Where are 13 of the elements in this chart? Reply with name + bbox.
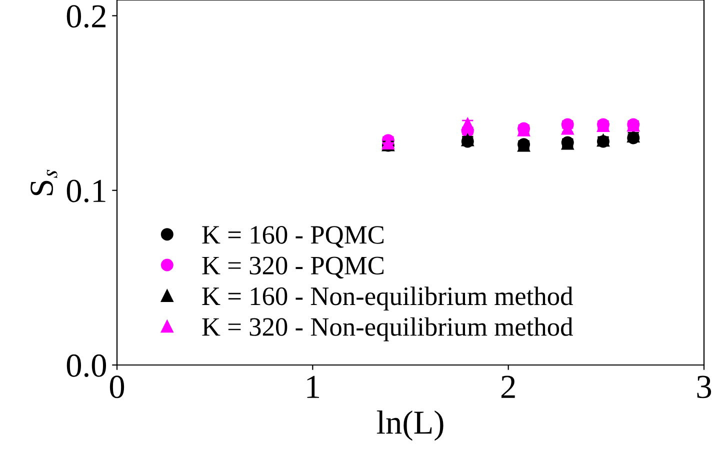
y-tick-label: 0.0 [66,354,106,378]
x-tick-label: 0 [110,376,124,398]
y-axis-title: S$_{s}$ [30,170,58,196]
x-tick-label: 2 [501,376,515,398]
y-tick-label: 0.1 [66,180,106,202]
x-tick-label: 3 [697,376,712,398]
legend-label: K = 320 - PQMC [202,256,384,279]
y-tick-label: 0.2 [66,5,106,28]
x-tick-label: 1 [307,376,319,398]
legend-label: K = 160 - Non-equilibrium method [202,286,573,311]
legend-label: K = 320 - Non-equilibrium method [202,317,573,342]
x-axis-title: ln(L) [376,410,444,441]
legend-label: K = 160 - PQMC [202,226,384,248]
